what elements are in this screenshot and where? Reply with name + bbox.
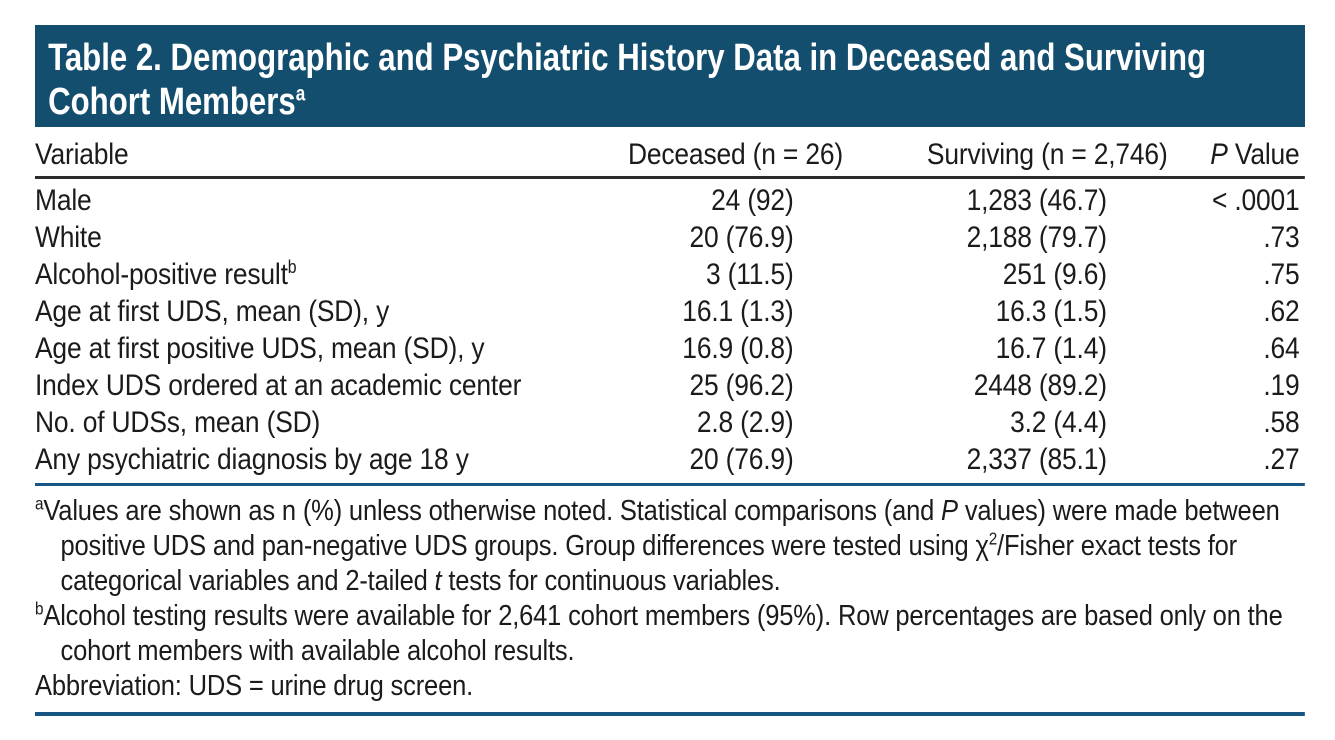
column-header-variable: Variable — [35, 138, 129, 171]
cell-surviving: 3.2 (4.4) — [1010, 406, 1107, 439]
cell-variable: Alcohol-positive resultb — [35, 257, 297, 291]
table-body: Male 24 (92) 1,283 (46.7) < .0001 White … — [35, 182, 1305, 478]
column-header-deceased: Deceased (n = 26) — [628, 138, 843, 171]
cell-deceased: 25 (96.2) — [689, 369, 794, 402]
cell-deceased: 20 (76.9) — [689, 443, 794, 476]
table-title: Table 2. Demographic and Psychiatric His… — [48, 37, 1207, 123]
cell-variable: Index UDS ordered at an academic center — [35, 369, 522, 402]
table-header-row: Variable Deceased (n = 26) Surviving (n … — [35, 134, 1305, 176]
cell-p-value: < .0001 — [1211, 184, 1300, 217]
page-bottom-rule — [35, 712, 1305, 716]
cell-variable: No. of UDSs, mean (SD) — [35, 406, 321, 439]
cell-variable: Any psychiatric diagnosis by age 18 y — [35, 443, 469, 476]
cell-deceased: 2.8 (2.9) — [696, 406, 794, 439]
cell-p-value: .27 — [1263, 443, 1300, 476]
cell-p-value: .19 — [1263, 369, 1300, 402]
cell-variable: Age at first positive UDS, mean (SD), y — [35, 332, 485, 365]
cell-p-value: .62 — [1263, 295, 1300, 328]
cell-variable: White — [35, 221, 102, 254]
table-row: Index UDS ordered at an academic center … — [35, 367, 1305, 404]
table-row: Any psychiatric diagnosis by age 18 y 20… — [35, 441, 1305, 478]
cell-p-value: .75 — [1263, 258, 1300, 291]
cell-deceased: 16.1 (1.3) — [682, 295, 794, 328]
table-row: No. of UDSs, mean (SD) 2.8 (2.9) 3.2 (4.… — [35, 404, 1305, 441]
cell-deceased: 24 (92) — [711, 184, 794, 217]
column-header-p-value: P Value — [1210, 138, 1300, 171]
cell-deceased: 16.9 (0.8) — [682, 332, 794, 365]
column-header-surviving: Surviving (n = 2,746) — [926, 138, 1168, 171]
cell-p-value: .64 — [1263, 332, 1300, 365]
cell-p-value: .73 — [1263, 221, 1300, 254]
footnote-b: bAlcohol testing results were available … — [35, 598, 1283, 667]
cell-surviving: 16.3 (1.5) — [995, 295, 1107, 328]
cell-surviving: 2,188 (79.7) — [966, 221, 1107, 254]
cell-p-value: .58 — [1263, 406, 1300, 439]
cell-surviving: 2,337 (85.1) — [966, 443, 1107, 476]
cell-deceased: 3 (11.5) — [705, 258, 794, 291]
table-bottom-rule — [35, 483, 1305, 486]
footnote-abbreviation: Abbreviation: UDS = urine drug screen. — [35, 670, 474, 702]
table-row: Alcohol-positive resultb 3 (11.5) 251 (9… — [35, 256, 1305, 293]
table-footnotes: aValues are shown as n (%) unless otherw… — [35, 494, 1305, 704]
table-row: Age at first UDS, mean (SD), y 16.1 (1.3… — [35, 293, 1305, 330]
table-row: White 20 (76.9) 2,188 (79.7) .73 — [35, 219, 1305, 256]
table-region: Variable Deceased (n = 26) Surviving (n … — [35, 134, 1305, 716]
cell-surviving: 2448 (89.2) — [973, 369, 1107, 402]
table-row: Age at first positive UDS, mean (SD), y … — [35, 330, 1305, 367]
cell-surviving: 16.7 (1.4) — [995, 332, 1107, 365]
footnote-a: aValues are shown as n (%) unless otherw… — [35, 493, 1280, 597]
header-rule — [35, 176, 1305, 179]
table-row: Male 24 (92) 1,283 (46.7) < .0001 — [35, 182, 1305, 219]
table-title-banner: Table 2. Demographic and Psychiatric His… — [35, 25, 1305, 127]
cell-variable: Age at first UDS, mean (SD), y — [35, 295, 390, 328]
cell-surviving: 251 (9.6) — [1002, 258, 1107, 291]
cell-deceased: 20 (76.9) — [689, 221, 794, 254]
cell-surviving: 1,283 (46.7) — [966, 184, 1107, 217]
cell-variable: Male — [35, 184, 92, 217]
